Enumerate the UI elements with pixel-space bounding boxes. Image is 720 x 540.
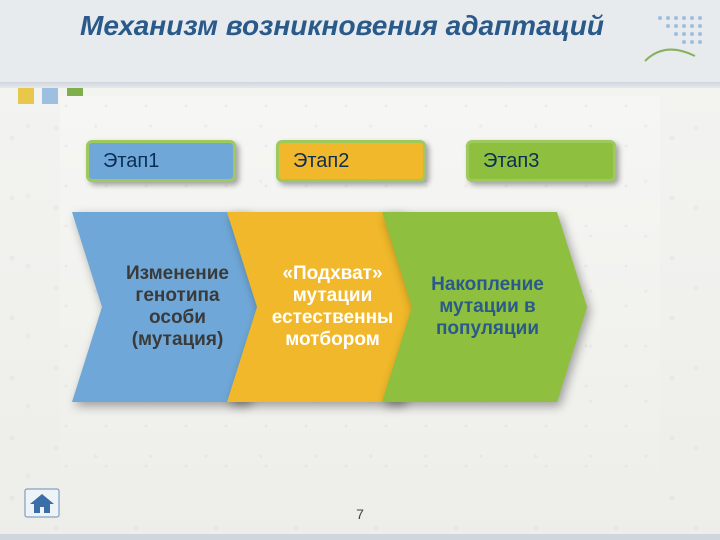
stage-label-2: Этап2 bbox=[276, 140, 426, 182]
home-button[interactable] bbox=[24, 488, 60, 518]
chevron-row: Изменение генотипа особи (мутация) «Подх… bbox=[72, 212, 652, 402]
accent-square bbox=[42, 88, 58, 104]
corner-decoration bbox=[640, 6, 710, 76]
chevron-text: Накопление мутации в популяции bbox=[416, 212, 559, 402]
page-number: 7 bbox=[0, 506, 720, 522]
stage-label-3: Этап3 bbox=[466, 140, 616, 182]
stage-label-text: Этап1 bbox=[103, 150, 159, 173]
page-title: Механизм возникновения адаптаций bbox=[80, 10, 604, 42]
chevron-3: Накопление мутации в популяции bbox=[382, 212, 587, 402]
stage-label-text: Этап2 bbox=[293, 150, 349, 173]
slide: Механизм возникновения адаптаций Этап1 Э… bbox=[0, 0, 720, 540]
footer-rule bbox=[0, 534, 720, 540]
accent-square bbox=[18, 88, 34, 104]
header-rule bbox=[0, 82, 720, 88]
stage-label-1: Этап1 bbox=[86, 140, 236, 182]
stage-label-text: Этап3 bbox=[483, 150, 539, 173]
